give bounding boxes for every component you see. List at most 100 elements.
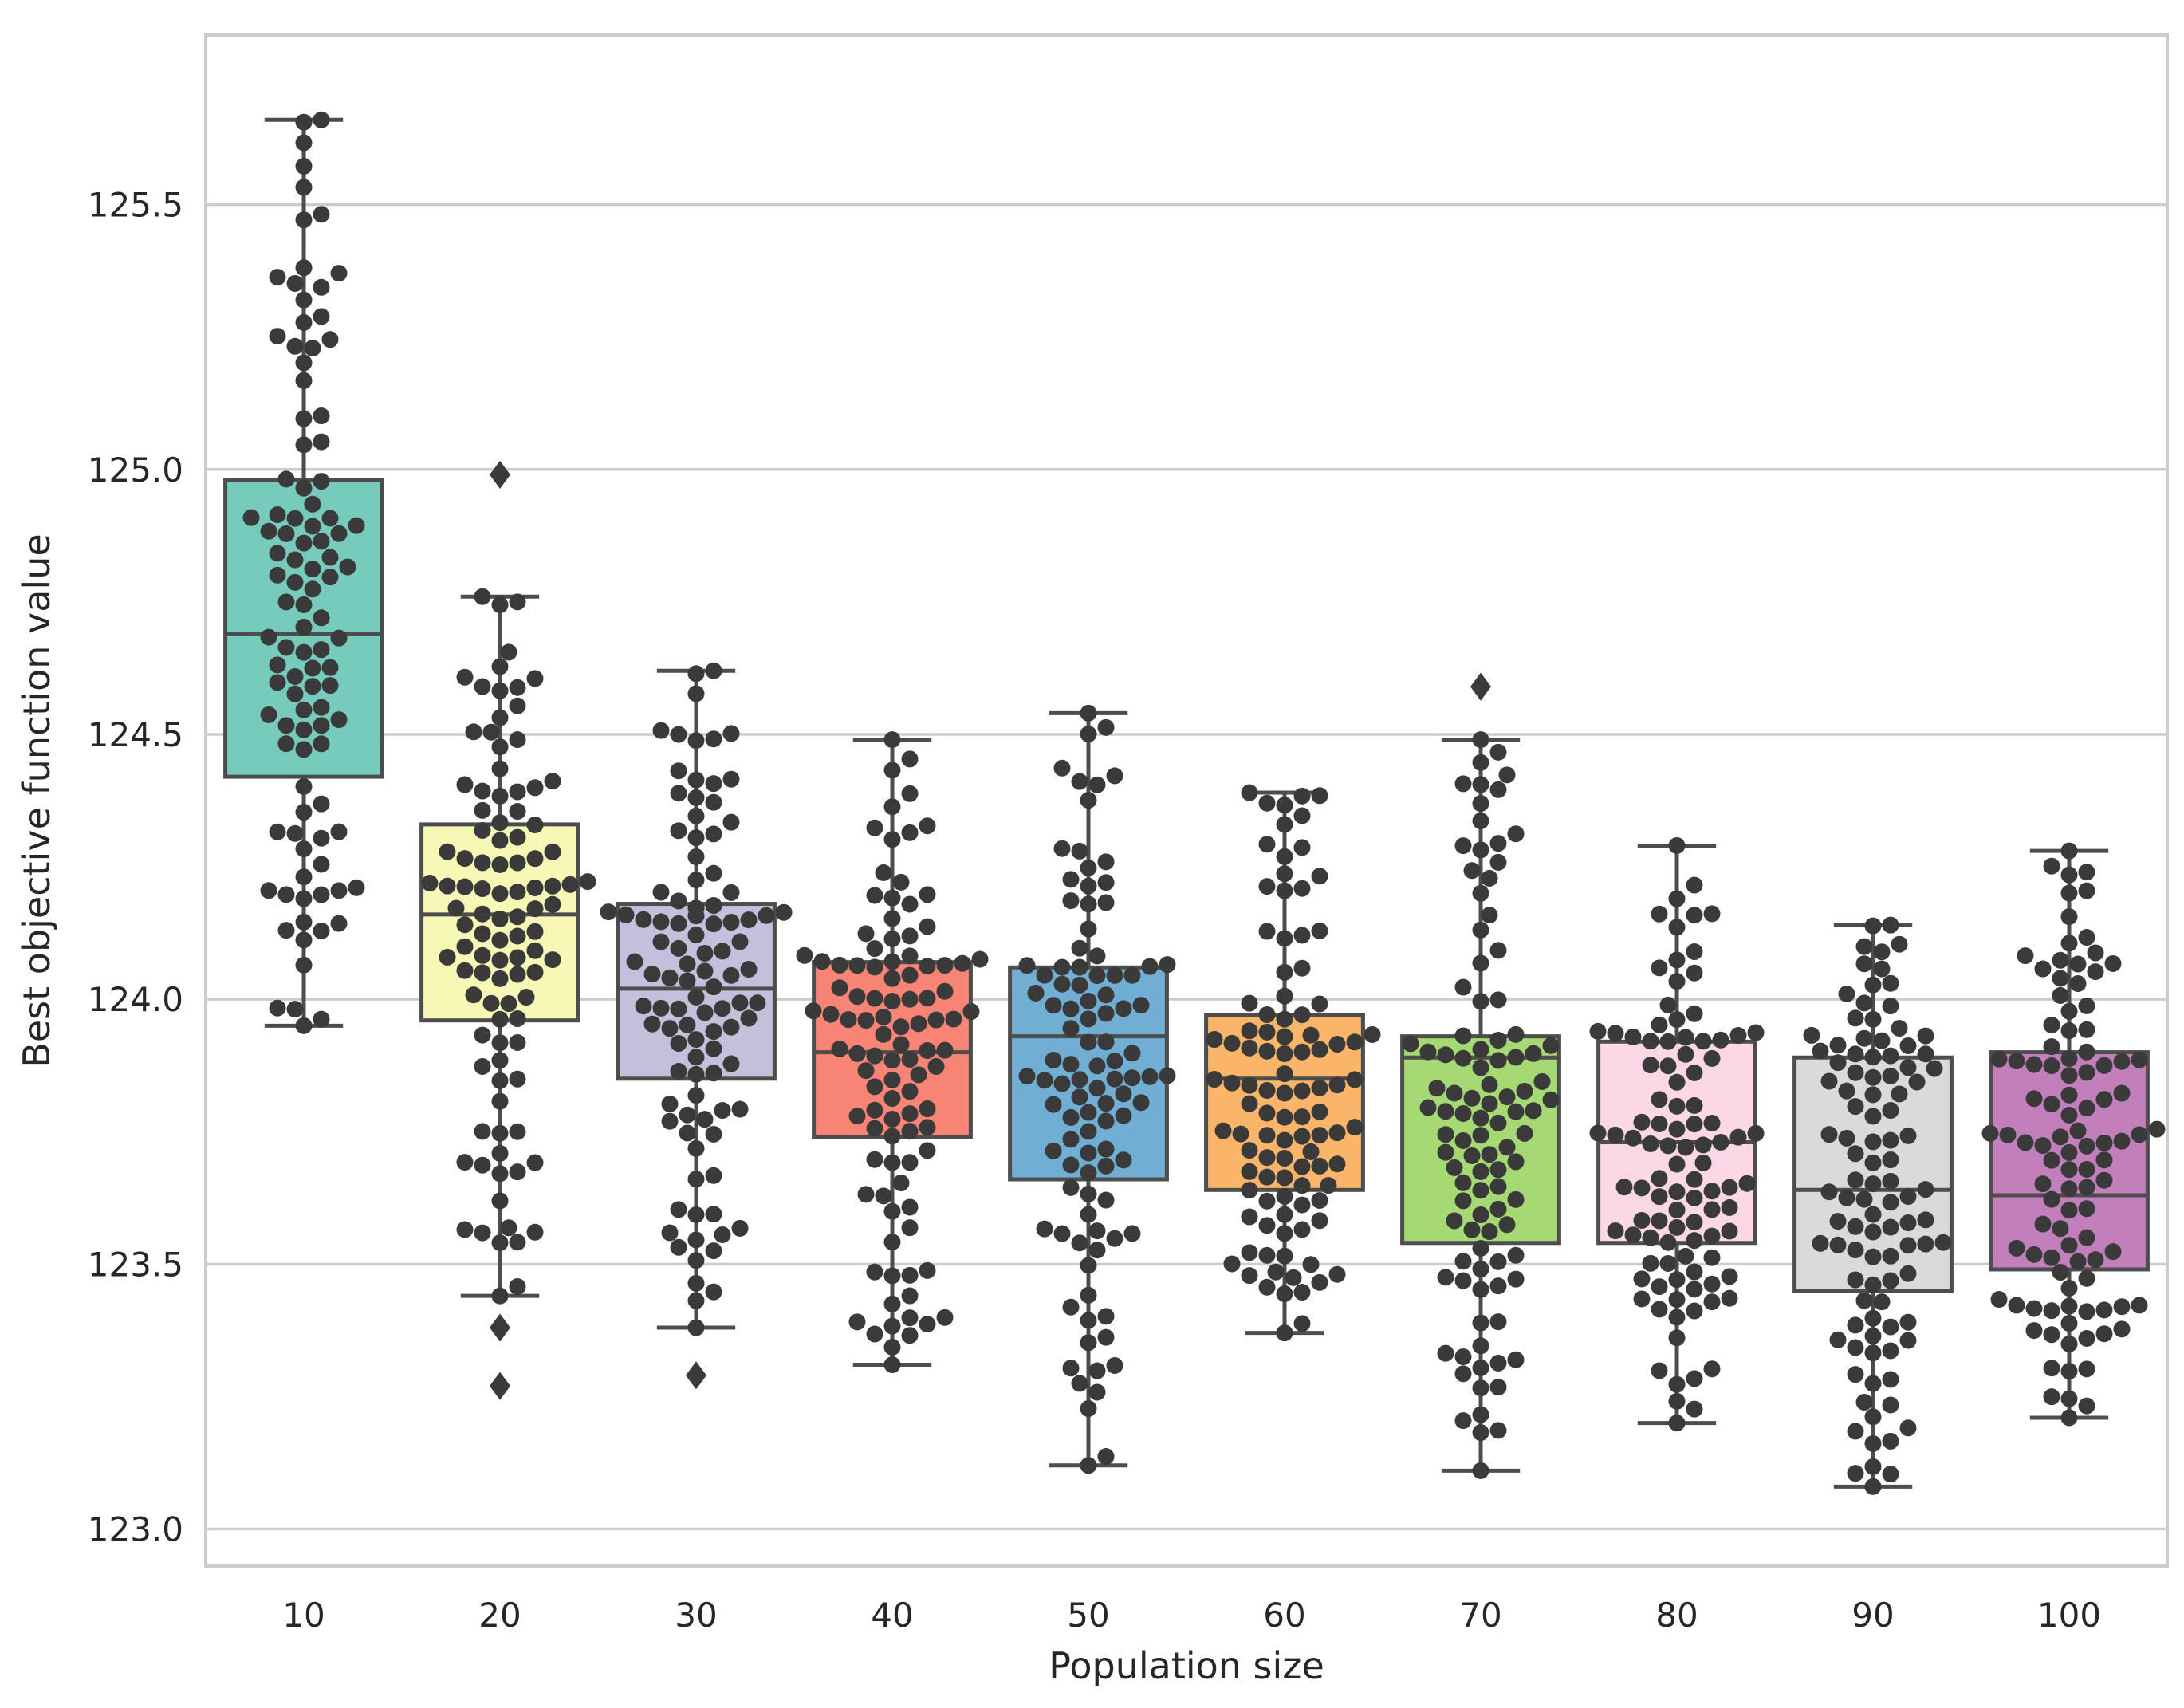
swarm-point xyxy=(474,946,491,964)
swarm-point xyxy=(330,629,348,647)
swarm-point xyxy=(1293,959,1311,977)
swarm-point xyxy=(509,854,526,872)
swarm-point xyxy=(1454,1412,1472,1430)
swarm-point xyxy=(509,783,526,801)
swarm-point xyxy=(1241,784,1258,801)
swarm-point xyxy=(1258,794,1276,812)
swarm-point xyxy=(304,340,321,357)
swarm-point xyxy=(883,1338,901,1356)
swarm-point xyxy=(321,659,339,676)
swarm-point xyxy=(1045,1052,1062,1069)
swarm-point xyxy=(740,961,758,978)
swarm-point xyxy=(1703,1049,1721,1067)
swarm-point xyxy=(1855,1190,1873,1208)
swarm-point xyxy=(954,954,971,972)
swarm-point xyxy=(2060,1409,2078,1427)
swarm-point xyxy=(1899,1059,1917,1076)
swarm-point xyxy=(1677,1029,1694,1046)
swarm-point xyxy=(1463,1147,1481,1164)
swarm-point xyxy=(1258,1081,1276,1099)
swarm-point xyxy=(722,914,740,931)
swarm-point xyxy=(456,776,474,793)
swarm-point xyxy=(1276,1084,1293,1102)
swarm-point xyxy=(1651,1212,1668,1230)
swarm-point xyxy=(2043,1038,2060,1056)
swarm-point xyxy=(313,641,330,659)
swarm-point xyxy=(579,873,596,891)
swarm-point xyxy=(883,1267,901,1285)
swarm-point xyxy=(1642,1033,1659,1050)
swarm-point xyxy=(269,269,286,286)
swarm-point xyxy=(1481,869,1498,887)
swarm-point xyxy=(731,994,749,1012)
swarm-point xyxy=(1686,1400,1703,1418)
swarm-point xyxy=(295,596,313,613)
swarm-point xyxy=(687,685,705,702)
swarm-point xyxy=(1847,1242,1864,1259)
swarm-point xyxy=(1080,792,1097,809)
y-tick-label: 125.5 xyxy=(88,186,183,225)
swarm-point xyxy=(883,930,901,947)
swarm-point xyxy=(1607,1222,1624,1240)
swarm-point xyxy=(2052,986,2069,1004)
swarm-point xyxy=(1302,1026,1320,1044)
swarm-point xyxy=(1917,1235,1934,1253)
swarm-point xyxy=(927,1057,945,1075)
swarm-point xyxy=(1838,985,1855,1002)
swarm-point xyxy=(1882,1131,1899,1149)
swarm-point xyxy=(2060,1143,2078,1161)
swarm-point xyxy=(1855,955,1873,973)
swarm-point xyxy=(687,829,705,847)
swarm-point xyxy=(1437,1344,1454,1362)
swarm-point xyxy=(857,1186,875,1203)
swarm-point xyxy=(313,922,330,939)
swarm-point xyxy=(313,278,330,296)
swarm-point xyxy=(687,848,705,865)
swarm-point xyxy=(883,970,901,987)
swarm-point xyxy=(705,1242,722,1260)
swarm-point xyxy=(687,872,705,889)
swarm-point xyxy=(1642,1254,1659,1272)
swarm-point xyxy=(1668,1392,1686,1410)
swarm-point xyxy=(295,134,313,152)
swarm-point xyxy=(1267,1263,1285,1281)
swarm-point xyxy=(1864,1344,1882,1362)
swarm-point xyxy=(866,990,883,1007)
swarm-point xyxy=(1123,966,1141,984)
swarm-20 xyxy=(421,588,596,1305)
swarm-point xyxy=(1223,1255,1241,1273)
swarm-point xyxy=(1088,1242,1106,1259)
swarm-point xyxy=(2078,882,2095,899)
swarm-point xyxy=(526,670,544,687)
swarm-point xyxy=(1276,1045,1293,1062)
swarm-point xyxy=(705,825,722,843)
swarm-point xyxy=(2078,1137,2095,1155)
swarm-point xyxy=(491,760,509,777)
swarm-point xyxy=(313,308,330,325)
swarm-point xyxy=(304,659,321,677)
swarm-point xyxy=(1472,993,1489,1010)
swarm-point xyxy=(1864,1458,1882,1475)
swarm-point xyxy=(705,897,722,915)
swarm-point xyxy=(1258,1006,1276,1023)
swarm-point xyxy=(269,656,286,674)
swarm-point xyxy=(901,1327,919,1344)
swarm-point xyxy=(1472,795,1489,813)
swarm-point xyxy=(295,211,313,229)
swarm-point xyxy=(1624,1129,1642,1147)
swarm-point xyxy=(1454,1049,1472,1067)
swarm-point xyxy=(500,1219,517,1237)
swarm-point xyxy=(474,1156,491,1174)
swarm-point xyxy=(277,735,295,753)
swarm-point xyxy=(1873,1293,1891,1311)
swarm-point xyxy=(661,1112,679,1130)
swarm-point xyxy=(2043,1360,2060,1377)
swarm-point xyxy=(1651,1301,1668,1318)
swarm-point xyxy=(643,966,661,983)
swarm-point xyxy=(901,990,919,1008)
swarm-point xyxy=(1472,731,1489,749)
swarm-point xyxy=(705,1065,722,1082)
swarm-point xyxy=(491,1092,509,1110)
swarm-point xyxy=(1847,1316,1864,1334)
swarm-point xyxy=(1507,1025,1525,1043)
